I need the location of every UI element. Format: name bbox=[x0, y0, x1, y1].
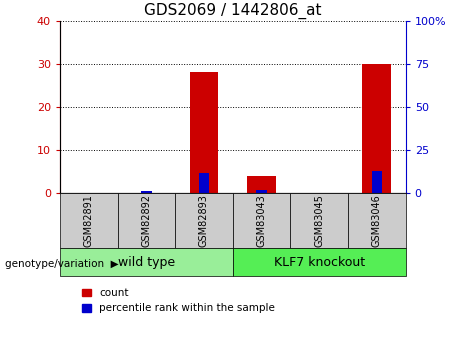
Bar bbox=[233, 193, 290, 248]
Bar bbox=[290, 193, 348, 248]
Title: GDS2069 / 1442806_at: GDS2069 / 1442806_at bbox=[144, 3, 322, 19]
Text: GSM82893: GSM82893 bbox=[199, 194, 209, 247]
Text: GSM83046: GSM83046 bbox=[372, 195, 382, 247]
Text: wild type: wild type bbox=[118, 256, 175, 269]
Text: GSM82891: GSM82891 bbox=[84, 194, 94, 247]
Bar bbox=[256, 190, 267, 193]
Bar bbox=[189, 72, 219, 193]
Bar bbox=[372, 171, 382, 193]
Text: GSM83045: GSM83045 bbox=[314, 194, 324, 247]
Bar bbox=[118, 193, 175, 248]
Bar bbox=[362, 64, 391, 193]
Bar bbox=[175, 193, 233, 248]
Text: genotype/variation  ▶: genotype/variation ▶ bbox=[5, 259, 118, 269]
Bar bbox=[233, 248, 406, 276]
Bar bbox=[60, 193, 118, 248]
Bar bbox=[60, 248, 233, 276]
Legend: count, percentile rank within the sample: count, percentile rank within the sample bbox=[83, 288, 275, 313]
Text: KLF7 knockout: KLF7 knockout bbox=[274, 256, 365, 269]
Text: GSM83043: GSM83043 bbox=[257, 195, 266, 247]
Bar bbox=[247, 176, 276, 193]
Bar bbox=[348, 193, 406, 248]
Bar bbox=[141, 191, 152, 193]
Bar bbox=[199, 172, 209, 193]
Text: GSM82892: GSM82892 bbox=[142, 194, 151, 247]
